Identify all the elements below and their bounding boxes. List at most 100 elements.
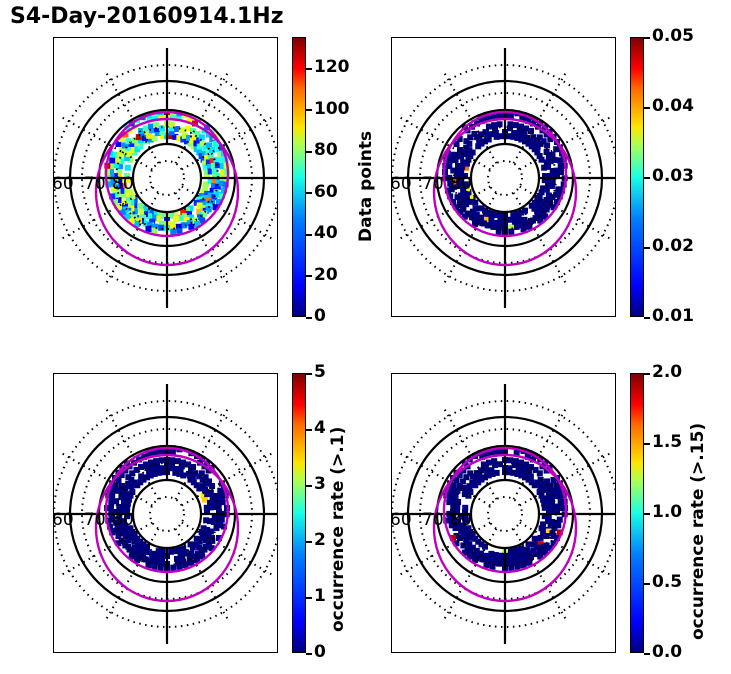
data-bin	[536, 153, 543, 159]
data-bin	[485, 472, 492, 479]
data-bin	[452, 525, 459, 532]
data-bin	[527, 473, 534, 480]
data-bin	[492, 552, 499, 559]
data-bin	[142, 461, 149, 468]
data-bin	[450, 167, 457, 174]
data-bin	[545, 499, 552, 506]
data-bin	[159, 548, 166, 555]
data-bin	[118, 199, 125, 205]
data-bin	[527, 137, 534, 144]
data-bin	[515, 550, 522, 557]
data-bin	[199, 534, 206, 541]
data-bin	[484, 213, 491, 220]
data-bin	[128, 217, 135, 224]
data-bin	[548, 499, 555, 506]
data-bin	[158, 449, 165, 456]
data-bin	[120, 518, 127, 525]
data-bin	[506, 548, 513, 555]
data-bin	[466, 541, 473, 548]
data-bin	[541, 504, 548, 511]
data-bin	[199, 140, 206, 147]
data-bin	[124, 513, 131, 520]
data-bin	[154, 126, 161, 133]
latitude-label: 80	[112, 174, 134, 194]
data-bin	[134, 556, 140, 563]
data-bin	[484, 132, 491, 139]
data-bin	[158, 556, 165, 563]
data-bin	[543, 495, 550, 502]
data-bin	[205, 149, 212, 155]
data-bin	[183, 216, 190, 223]
data-bin	[123, 155, 130, 162]
data-bin	[495, 228, 502, 235]
data-bin	[518, 136, 525, 143]
data-bin	[122, 131, 129, 138]
data-bin	[492, 462, 499, 469]
data-bin	[550, 509, 556, 515]
data-bin	[141, 556, 148, 563]
data-bin	[209, 483, 216, 489]
data-bin	[448, 186, 455, 193]
data-bin	[202, 160, 209, 167]
data-bin	[551, 156, 558, 163]
data-bin	[542, 549, 549, 556]
data-bin	[511, 129, 518, 136]
data-bin	[507, 125, 514, 132]
polar-panel-data-points: 60 70 80	[53, 37, 278, 317]
data-bin	[458, 153, 465, 160]
data-bin	[147, 459, 154, 466]
data-bin	[476, 554, 482, 561]
data-bin	[461, 491, 468, 498]
data-bin	[173, 555, 180, 562]
data-bin	[118, 537, 125, 544]
data-bin	[553, 482, 560, 489]
data-bin	[545, 192, 552, 199]
data-bin	[144, 543, 150, 550]
data-bin	[176, 227, 183, 234]
data-bin	[560, 181, 567, 188]
data-bin	[147, 209, 154, 216]
data-bin	[158, 125, 165, 132]
data-bin	[146, 468, 153, 475]
data-bin	[205, 533, 212, 539]
data-bin	[129, 470, 136, 477]
data-bin	[521, 129, 528, 136]
data-bin	[122, 495, 129, 502]
data-bin	[460, 159, 467, 166]
data-bin	[213, 525, 220, 532]
colorbar-tick-label: 80	[306, 140, 338, 161]
data-bin	[510, 469, 517, 476]
data-bin	[173, 126, 180, 133]
data-bin	[454, 487, 461, 494]
data-bin	[140, 131, 146, 138]
data-bin	[211, 503, 218, 510]
data-bin	[460, 485, 467, 491]
data-bin	[199, 198, 206, 205]
data-bin	[549, 194, 556, 201]
data-bin	[212, 173, 218, 179]
colorbar-tick-label: 1	[306, 586, 326, 606]
data-bin	[553, 146, 560, 153]
data-bin	[462, 173, 468, 179]
data-bin	[523, 461, 530, 468]
data-bin	[202, 144, 209, 151]
colorbar-tick-label: 120	[306, 57, 350, 78]
data-bin	[555, 487, 562, 494]
data-bin	[543, 186, 550, 193]
data-bin	[524, 453, 531, 460]
data-bin	[489, 470, 496, 477]
data-bin	[213, 492, 220, 499]
figure-title: S4-Day-20160914.1Hz	[10, 4, 284, 29]
data-bin	[120, 489, 127, 496]
data-bin	[202, 201, 209, 208]
latitude-label: 60	[54, 510, 74, 530]
data-bin	[458, 177, 465, 184]
data-bin	[150, 467, 157, 474]
data-bin	[138, 544, 145, 551]
data-bin	[465, 525, 472, 532]
data-bin	[212, 141, 219, 147]
data-bin	[154, 216, 161, 223]
data-bin	[463, 195, 470, 201]
data-bin	[218, 180, 225, 187]
data-bin	[216, 173, 222, 179]
